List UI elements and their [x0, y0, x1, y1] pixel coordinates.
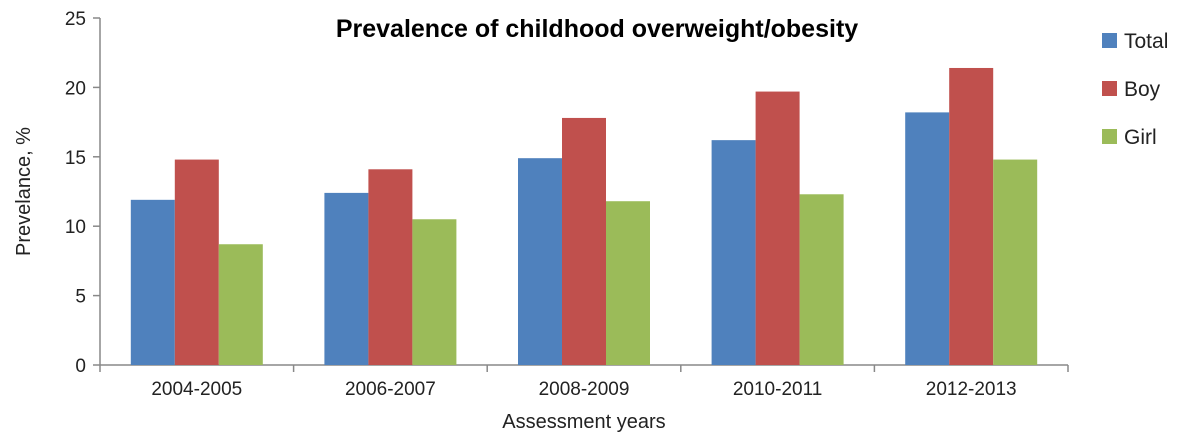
- legend-label-total: Total: [1124, 30, 1168, 53]
- x-tick-label: 2006-2007: [345, 379, 436, 400]
- bar-total: [324, 192, 369, 365]
- bar-total: [130, 199, 175, 365]
- legend-label-girl: Girl: [1124, 126, 1157, 149]
- y-tick-label: 15: [65, 148, 86, 169]
- bar-boy: [755, 91, 800, 366]
- y-tick-label: 10: [65, 217, 86, 238]
- y-tick-label: 0: [75, 356, 86, 377]
- y-tick-label: 20: [65, 78, 86, 99]
- bar-boy: [562, 117, 606, 365]
- x-axis-title: Assessment years: [502, 411, 665, 433]
- bar-total: [518, 158, 562, 365]
- bar-boy: [368, 169, 413, 365]
- legend-label-boy: Boy: [1124, 78, 1161, 101]
- bar-total: [711, 140, 756, 365]
- x-tick-label: 2004-2005: [151, 379, 242, 400]
- legend-swatch-girl: [1102, 129, 1117, 144]
- bar-boy: [949, 67, 994, 365]
- bar-girl: [606, 201, 650, 365]
- legend-swatch-boy: [1102, 81, 1117, 96]
- x-tick-label: 2008-2009: [539, 379, 630, 400]
- bar-girl: [412, 219, 457, 365]
- y-ticks: 0 5 10 15 20 25: [65, 9, 100, 377]
- bar-girl: [993, 159, 1038, 365]
- y-axis-title: Prevelance, %: [13, 127, 35, 256]
- x-ticks: 2004-2005 2006-2007 2008-2009 2010-2011 2012…: [99, 365, 1069, 400]
- bar-total: [905, 112, 950, 365]
- y-tick-label: 5: [75, 287, 86, 308]
- bar-boy: [174, 159, 219, 365]
- bars: [130, 67, 1038, 366]
- x-tick-label: 2010-2011: [733, 379, 822, 400]
- bar-girl: [799, 194, 844, 365]
- y-tick-label: 25: [65, 9, 86, 30]
- x-tick-label: 2012-2013: [926, 379, 1017, 400]
- chart-title: Prevalence of childhood overweight/obesi…: [336, 15, 858, 43]
- bar-girl: [218, 244, 263, 365]
- legend: Total Boy Girl: [1102, 30, 1168, 149]
- legend-swatch-total: [1102, 33, 1117, 48]
